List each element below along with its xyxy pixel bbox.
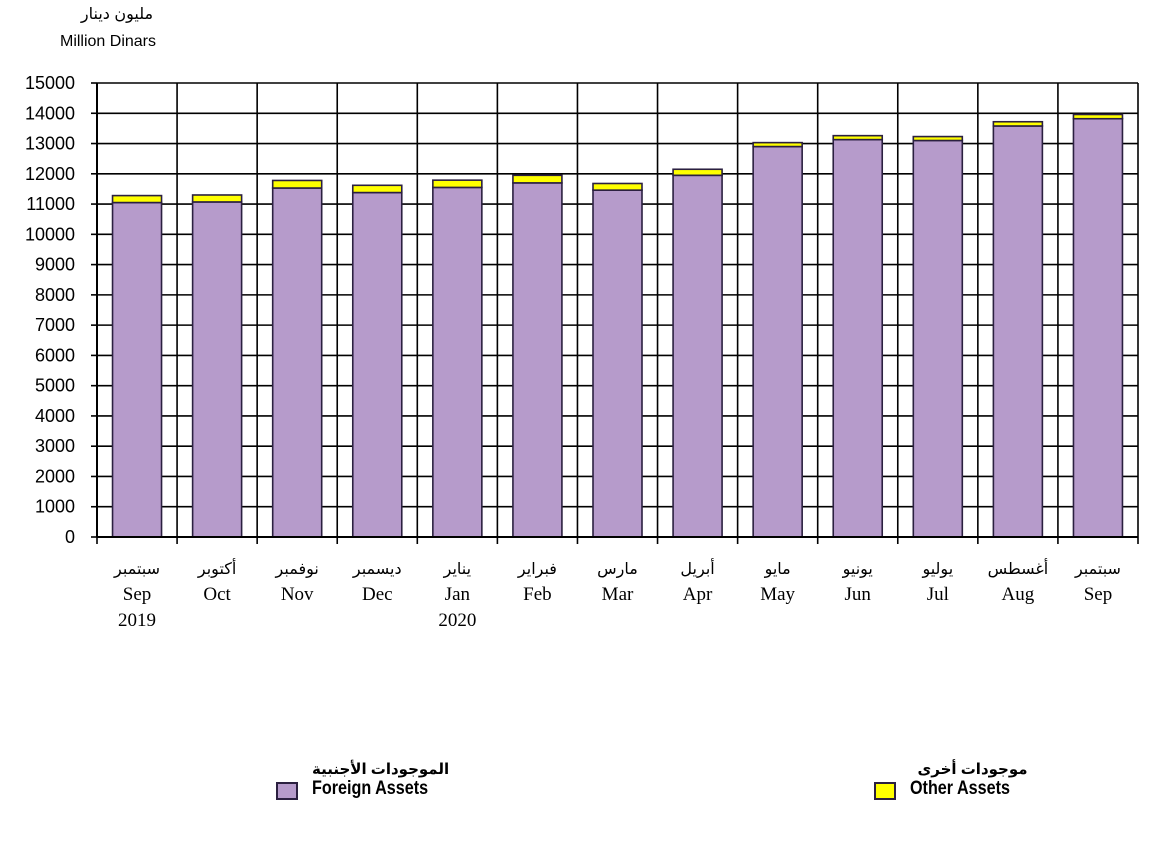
legend-label-foreign-assets-ar: الموجودات الأجنبية	[312, 761, 450, 778]
y-tick-label: 11000	[26, 194, 75, 214]
x-tick-label-ar: فبراير	[517, 559, 557, 579]
bar-other-assets	[672, 168, 723, 177]
x-tick-label-ar: يناير	[443, 559, 471, 579]
y-tick-label: 0	[65, 527, 75, 547]
x-tick-label-en: Aug	[1002, 584, 1035, 605]
x-tick-label-ar: ديسمبر	[352, 559, 402, 579]
bar-other-assets	[271, 179, 323, 189]
x-tick-label-ar: يونيو	[842, 559, 873, 579]
bar-other-assets	[111, 194, 163, 204]
x-tick-label-en: May	[760, 584, 795, 605]
y-tick-label: 1000	[35, 497, 75, 517]
bar-other-assets	[351, 184, 403, 194]
legend-swatch-other-assets	[874, 782, 896, 800]
bar-foreign-assets	[111, 201, 163, 538]
x-tick-label-ar: مايو	[764, 559, 791, 579]
x-tick-label-en: Nov	[281, 584, 314, 605]
legend-item-other-assets: موجودات أخرى Other Assets	[874, 760, 1028, 800]
bar-other-assets	[432, 179, 483, 189]
y-unit-label-arabic: مليون دينار	[80, 6, 154, 23]
legend-item-foreign-assets: الموجودات الأجنبية Foreign Assets	[276, 760, 449, 800]
y-tick-label: 3000	[35, 436, 75, 456]
x-tick-label-en: Jun	[845, 584, 872, 605]
bar-other-assets	[832, 134, 884, 141]
x-tick-label-en: Sep	[1084, 584, 1113, 605]
bar-other-assets	[752, 141, 803, 148]
x-tick-label-en: Apr	[683, 584, 713, 605]
bar-foreign-assets	[912, 139, 964, 538]
x-tick-label-ar: أكتوبر	[197, 558, 236, 579]
legend-label-other-assets-en: Other Assets	[910, 778, 1010, 799]
x-tick-label-ar: يوليو	[921, 559, 953, 579]
x-tick-label-en: Feb	[523, 584, 552, 605]
y-unit-label-english: Million Dinars	[59, 33, 157, 50]
bar-foreign-assets	[512, 182, 563, 538]
x-tick-label-en: Sep	[123, 584, 152, 605]
bar-foreign-assets	[1072, 117, 1124, 538]
y-tick-label: 5000	[35, 376, 75, 396]
bar-other-assets	[512, 174, 563, 184]
x-tick-label-en: Dec	[362, 584, 393, 605]
x-tick-label-ar: مارس	[597, 559, 638, 579]
x-tick-label-en: Jul	[927, 584, 949, 605]
bar-other-assets	[912, 135, 964, 142]
bar-foreign-assets	[672, 174, 723, 538]
bar-other-assets	[1072, 113, 1124, 120]
bar-other-assets	[191, 194, 243, 203]
legend-label-foreign-assets-en: Foreign Assets	[312, 778, 429, 799]
y-tick-label: 7000	[35, 315, 75, 335]
bar-foreign-assets	[432, 186, 483, 538]
y-tick-label: 13000	[25, 134, 75, 154]
bar-other-assets	[992, 120, 1044, 127]
x-tick-label-ar: سبتمبر	[1074, 559, 1121, 579]
stacked-bar-chart: 0 1000 2000 3000 4000 5000 6000 7000 8000 9000 100…	[25, 73, 1139, 631]
y-tick-label: 8000	[35, 285, 75, 305]
bar-foreign-assets	[752, 145, 803, 538]
x-tick-label-en: Jan	[445, 584, 471, 605]
x-tick-label-year: 2019	[118, 610, 156, 631]
y-tick-label: 12000	[25, 164, 75, 184]
x-tick-label-ar: نوفمبر	[275, 559, 319, 579]
bar-foreign-assets	[592, 189, 643, 538]
y-tick-label: 4000	[35, 406, 75, 426]
y-tick-label: 9000	[35, 255, 75, 275]
legend-swatch-foreign-assets	[276, 782, 298, 800]
y-tick-label: 6000	[35, 345, 75, 365]
x-tick-label-year: 2020	[438, 610, 476, 631]
y-tick-label: 10000	[25, 224, 75, 244]
bar-foreign-assets	[271, 187, 323, 538]
x-tick-label-en: Mar	[602, 584, 634, 605]
y-tick-label: 14000	[25, 103, 75, 123]
x-tick-label-ar: أغسطس	[988, 558, 1049, 579]
x-tick-label-en: Oct	[203, 584, 231, 605]
y-tick-label: 2000	[35, 466, 75, 486]
bar-foreign-assets	[992, 125, 1044, 538]
x-tick-label-ar: أبريل	[680, 558, 714, 579]
bar-foreign-assets	[351, 191, 403, 538]
x-tick-label-ar: سبتمبر	[113, 559, 160, 579]
legend-label-other-assets-ar: موجودات أخرى	[917, 761, 1028, 778]
y-tick-label: 15000	[25, 73, 75, 93]
bar-other-assets	[592, 182, 643, 191]
bar-foreign-assets	[832, 138, 884, 538]
bar-foreign-assets	[191, 201, 243, 538]
